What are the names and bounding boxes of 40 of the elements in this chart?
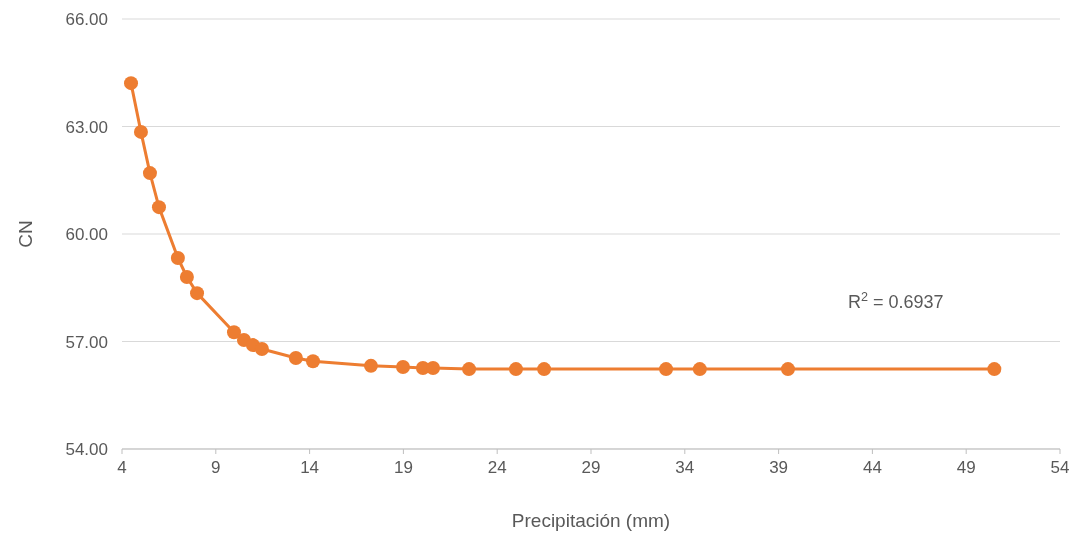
point	[692, 362, 707, 377]
point	[151, 200, 166, 215]
x-tick-label: 29	[581, 458, 601, 477]
point	[426, 361, 441, 376]
y-tick-label: 54.00	[65, 440, 108, 459]
x-tick-label: 34	[675, 458, 695, 477]
annotation: R$^{2}$ = 0.6937	[848, 290, 944, 312]
x-axis-title: Precipitación (mm)	[511, 510, 671, 531]
y-tick-label: 63.00	[65, 117, 108, 137]
x-tick-label: 19	[393, 458, 413, 477]
point	[124, 76, 139, 91]
point	[987, 362, 1002, 377]
point	[142, 166, 157, 181]
y-tick-label: 66.00	[65, 10, 108, 29]
x-tick-label: 49	[956, 458, 976, 477]
y-tick-label: 57.00	[65, 332, 108, 352]
point	[396, 359, 411, 374]
y-axis-title: CN	[15, 220, 36, 248]
x-tick-label: 54	[1050, 458, 1070, 477]
point	[254, 342, 269, 357]
point	[170, 251, 185, 266]
point	[190, 286, 205, 301]
point	[780, 362, 795, 377]
point	[537, 362, 552, 377]
point	[179, 270, 194, 284]
point	[659, 362, 674, 377]
x-tick-label: 39	[769, 458, 789, 477]
x-tick-label: 24	[487, 458, 507, 477]
x-tick-label: 9	[211, 458, 221, 477]
point	[508, 362, 523, 377]
point	[363, 358, 378, 373]
point	[133, 124, 148, 139]
point	[462, 362, 477, 377]
point	[305, 354, 320, 369]
x-tick-label: 14	[300, 458, 320, 477]
y-tick-label: 60.00	[65, 225, 108, 244]
x-tick-label: 44	[862, 458, 882, 477]
point	[288, 350, 303, 365]
x-tick-label: 4	[117, 458, 127, 477]
point	[227, 325, 241, 340]
